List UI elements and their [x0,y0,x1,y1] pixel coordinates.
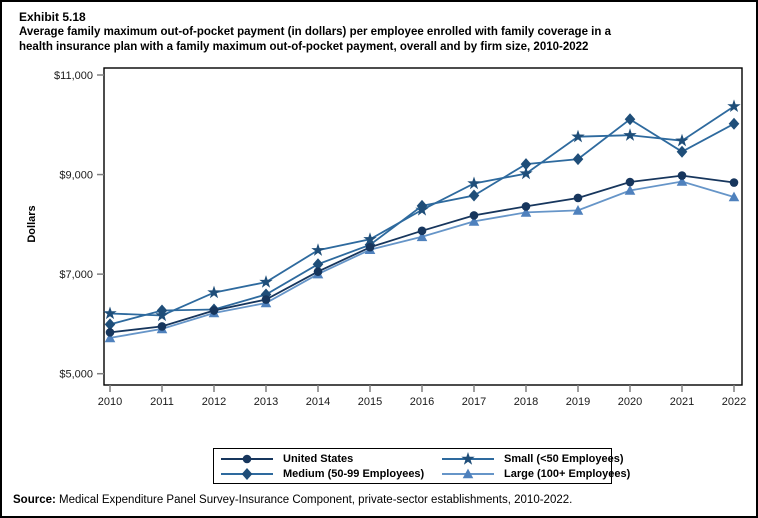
svg-text:2011: 2011 [150,396,174,408]
svg-text:2013: 2013 [254,396,278,408]
svg-text:2017: 2017 [462,396,486,408]
source-label: Source: [13,494,56,506]
legend-item-united-states: United States [220,452,353,466]
legend-label-united-states: United States [283,453,354,465]
svg-text:$9,000: $9,000 [59,170,93,182]
svg-text:$11,000: $11,000 [54,70,93,82]
united-states-line-marker-icon [221,454,273,464]
source-note: Source: Medical Expenditure Panel Survey… [13,494,572,506]
legend-label-small-firms: Small (<50 Employees) [504,453,624,465]
figure-title-line2: health insurance plan with a family maxi… [19,40,589,53]
legend-label-large-firms: Large (100+ Employees) [504,468,631,480]
chart-legend: United States Small (<50 Employees) Medi… [213,448,630,484]
legend-item-large-firms: Large (100+ Employees) [441,467,630,481]
svg-text:2016: 2016 [410,396,434,408]
svg-text:2021: 2021 [670,396,694,408]
svg-text:2015: 2015 [358,396,382,408]
svg-text:2020: 2020 [618,396,642,408]
svg-text:2014: 2014 [306,396,330,408]
figure-title-line1: Average family maximum out-of-pocket pay… [19,26,611,38]
large-firms-line-marker-icon [442,468,494,479]
small-firms-line-marker-icon [442,452,494,465]
svg-text:2022: 2022 [722,396,746,408]
medium-firms-line-marker-icon [221,468,273,480]
legend-item-medium-firms: Medium (50-99 Employees) [220,467,424,481]
svg-text:2012: 2012 [202,396,226,408]
source-text: Medical Expenditure Panel Survey-Insuran… [55,494,573,506]
svg-text:2010: 2010 [98,396,122,408]
legend-label-medium-firms: Medium (50-99 Employees) [283,468,425,480]
exhibit-label: Exhibit 5.18 [19,10,86,24]
svg-text:2019: 2019 [566,396,590,408]
svg-text:2018: 2018 [514,396,538,408]
figure-title: Average family maximum out-of-pocket pay… [19,25,611,54]
legend-item-small-firms: Small (<50 Employees) [441,452,624,466]
svg-text:$5,000: $5,000 [59,369,93,381]
svg-text:$7,000: $7,000 [59,269,93,281]
